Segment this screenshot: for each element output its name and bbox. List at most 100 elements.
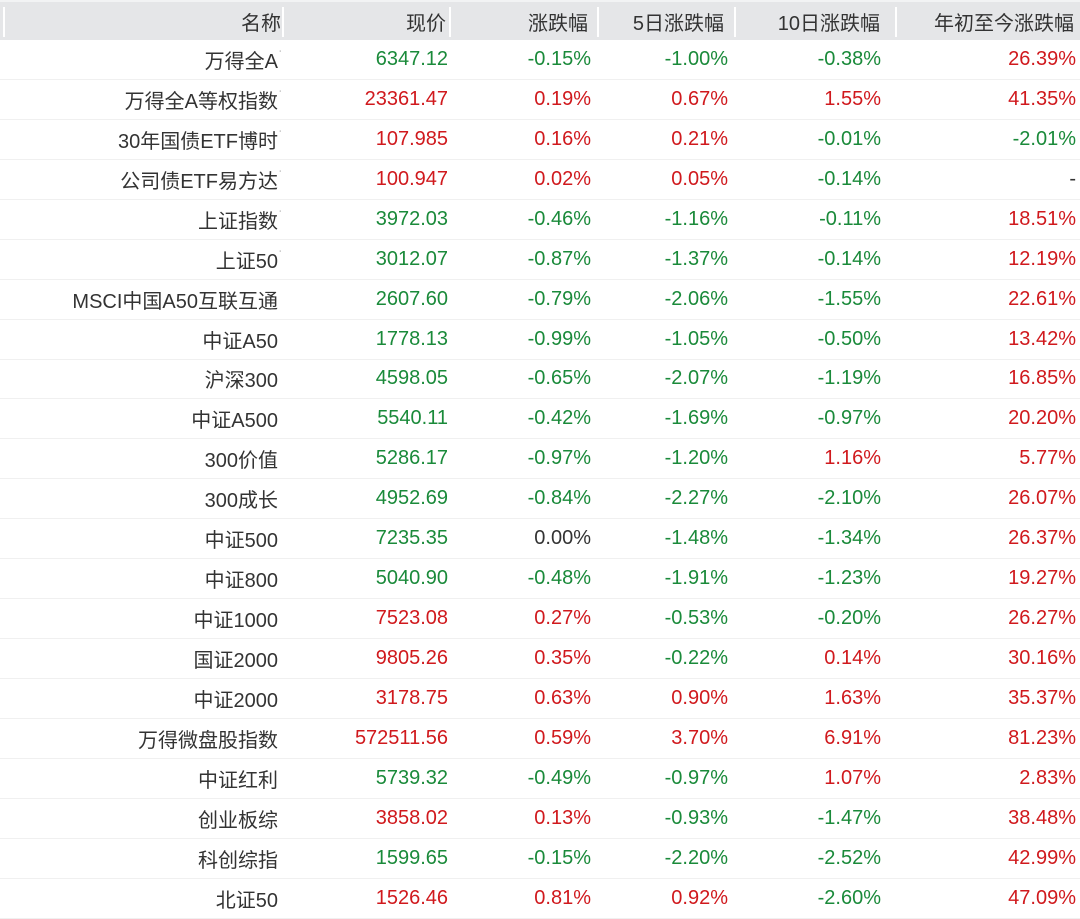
price-cell: 3012.07: [375, 247, 448, 270]
table-row[interactable]: 30年国债ETF博时 ˙ 107.985 0.16% 0.21% -0.01% -…: [0, 119, 1080, 160]
change-10d-cell: 1.07%: [824, 766, 881, 789]
change-5d-cell: 0.67%: [671, 87, 728, 110]
table-row[interactable]: MSCI中国A50互联互通 2607.60 -0.79% -2.06% -1.5…: [0, 279, 1080, 320]
change-ytd-cell: 38.48%: [1008, 806, 1076, 829]
change-5d-cell: -1.16%: [664, 207, 728, 230]
column-divider[interactable]: [282, 7, 284, 37]
change-10d-cell: -0.01%: [817, 127, 881, 150]
change-ytd-cell: 26.37%: [1008, 527, 1076, 550]
header-change-5d[interactable]: 5日涨跌幅: [632, 12, 724, 35]
table-row[interactable]: 中证800 5040.90 -0.48% -1.91% -1.23% 19.27…: [0, 559, 1080, 600]
table-row[interactable]: 科创综指 1599.65 -0.15% -2.20% -2.52% 42.99%: [0, 838, 1080, 879]
table-row[interactable]: 中证2000 3178.75 0.63% 0.90% 1.63% 35.37%: [0, 679, 1080, 719]
index-name-cell: 上证50 ˙: [0, 240, 283, 279]
table-row[interactable]: 万得全A等权指数 ˙ 23361.47 0.19% 0.67% 1.55% 41.…: [0, 79, 1080, 120]
index-name: 万得全A等权指数: [124, 90, 278, 113]
change-cell: -0.97%: [527, 447, 591, 470]
index-name-cell: 中证800: [0, 559, 283, 598]
price-cell: 1526.46: [375, 886, 448, 909]
price-cell: 9805.26: [375, 647, 448, 670]
header-price[interactable]: 现价: [406, 12, 446, 35]
change-cell: 0.13%: [534, 806, 591, 829]
table-row[interactable]: 中证1000 7523.08 0.27% -0.53% -0.20% 26.27…: [0, 599, 1080, 640]
header-change[interactable]: 涨跌幅: [528, 12, 588, 35]
footnote-mark: ˙: [279, 209, 283, 221]
table-row[interactable]: 中证红利 5739.32 -0.49% -0.97% 1.07% 2.83%: [0, 758, 1080, 799]
price-cell: 6347.12: [375, 47, 448, 70]
price-cell: 4598.05: [375, 367, 448, 390]
index-name: 300价值: [204, 450, 278, 473]
index-name-cell: 30年国债ETF博时 ˙: [0, 120, 283, 159]
change-ytd-cell: 47.09%: [1008, 886, 1076, 909]
price-cell: 5286.17: [375, 447, 448, 470]
header-change-10d[interactable]: 10日涨跌幅: [777, 12, 880, 35]
change-5d-cell: 0.90%: [671, 686, 728, 709]
index-name: 北证50: [215, 889, 278, 912]
change-cell: -0.87%: [527, 247, 591, 270]
table-row[interactable]: 国证2000 9805.26 0.35% -0.22% 0.14% 30.16%: [0, 639, 1080, 679]
price-cell: 4952.69: [375, 487, 448, 510]
table-row[interactable]: 中证500 7235.35 0.00% -1.48% -1.34% 26.37%: [0, 519, 1080, 560]
table-row[interactable]: 上证50 ˙ 3012.07 -0.87% -1.37% -0.14% 12.19…: [0, 239, 1080, 280]
column-divider[interactable]: [895, 7, 897, 37]
change-5d-cell: -0.53%: [664, 607, 728, 630]
change-ytd-cell: 30.16%: [1008, 647, 1076, 670]
change-ytd-cell: 18.51%: [1008, 207, 1076, 230]
change-10d-cell: -1.23%: [817, 567, 881, 590]
change-10d-cell: -2.52%: [817, 846, 881, 869]
index-name-cell: 中证1000: [0, 599, 283, 638]
change-cell: 0.63%: [534, 686, 591, 709]
change-5d-cell: -1.00%: [664, 47, 728, 70]
column-divider: [3, 7, 5, 37]
index-name-cell: 中证A500: [0, 399, 283, 438]
index-name-cell: 上证指数 ˙: [0, 200, 283, 239]
change-ytd-cell: 26.39%: [1008, 47, 1076, 70]
change-10d-cell: -0.14%: [817, 247, 881, 270]
index-name-cell: 沪深300: [0, 360, 283, 399]
table-row[interactable]: 中证A50 1778.13 -0.99% -1.05% -0.50% 13.42…: [0, 319, 1080, 360]
change-10d-cell: -0.97%: [817, 407, 881, 430]
change-ytd-cell: -2.01%: [1012, 127, 1076, 150]
change-5d-cell: -2.20%: [664, 846, 728, 869]
change-ytd-cell: -: [1069, 167, 1076, 190]
table-row[interactable]: 公司债ETF易方达 ˙ 100.947 0.02% 0.05% -0.14% -: [0, 159, 1080, 200]
change-10d-cell: -1.34%: [817, 527, 881, 550]
index-name: 创业板综: [198, 809, 278, 832]
footnote-mark: ˙: [279, 50, 283, 61]
table-row[interactable]: 300成长 4952.69 -0.84% -2.27% -2.10% 26.07…: [0, 479, 1080, 520]
table-row[interactable]: 上证指数 ˙ 3972.03 -0.46% -1.16% -0.11% 18.51…: [0, 199, 1080, 240]
table-row[interactable]: 万得微盘股指数 572511.56 0.59% 3.70% 6.91% 81.2…: [0, 718, 1080, 759]
index-name: 国证2000: [193, 650, 279, 673]
change-cell: -0.46%: [527, 207, 591, 230]
change-cell: 0.16%: [534, 127, 591, 150]
change-ytd-cell: 2.83%: [1019, 766, 1076, 789]
change-ytd-cell: 26.07%: [1008, 487, 1076, 510]
table-row[interactable]: 中证A500 5540.11 -0.42% -1.69% -0.97% 20.2…: [0, 399, 1080, 440]
change-10d-cell: 1.16%: [824, 447, 881, 470]
change-10d-cell: -1.55%: [817, 287, 881, 310]
index-name: 中证500: [204, 530, 278, 553]
footnote-mark: ˙: [279, 169, 283, 181]
table-row[interactable]: 万得全A ˙ 6347.12 -0.15% -1.00% -0.38% 26.39…: [0, 40, 1080, 80]
index-name: 沪深300: [204, 370, 278, 393]
change-ytd-cell: 35.37%: [1008, 686, 1076, 709]
column-divider[interactable]: [734, 7, 736, 37]
index-name: 中证800: [204, 570, 278, 593]
index-name: 中证1000: [193, 610, 279, 633]
table-row[interactable]: 沪深300 4598.05 -0.65% -2.07% -1.19% 16.85…: [0, 359, 1080, 400]
change-10d-cell: 6.91%: [824, 726, 881, 749]
price-cell: 3858.02: [375, 806, 448, 829]
index-name-cell: 国证2000: [0, 639, 283, 678]
column-divider[interactable]: [597, 7, 599, 37]
index-name-cell: 300价值: [0, 439, 283, 478]
change-ytd-cell: 19.27%: [1008, 567, 1076, 590]
table-row[interactable]: 北证50 1526.46 0.81% 0.92% -2.60% 47.09%: [0, 878, 1080, 919]
change-10d-cell: -1.19%: [817, 367, 881, 390]
change-10d-cell: -0.38%: [817, 47, 881, 70]
header-change-ytd[interactable]: 年初至今涨跌幅: [934, 12, 1074, 35]
table-row[interactable]: 300价值 5286.17 -0.97% -1.20% 1.16% 5.77%: [0, 439, 1080, 480]
header-name[interactable]: 名称: [241, 12, 281, 35]
column-divider[interactable]: [449, 7, 451, 37]
table-row[interactable]: 创业板综 3858.02 0.13% -0.93% -1.47% 38.48%: [0, 798, 1080, 839]
change-ytd-cell: 16.85%: [1008, 367, 1076, 390]
